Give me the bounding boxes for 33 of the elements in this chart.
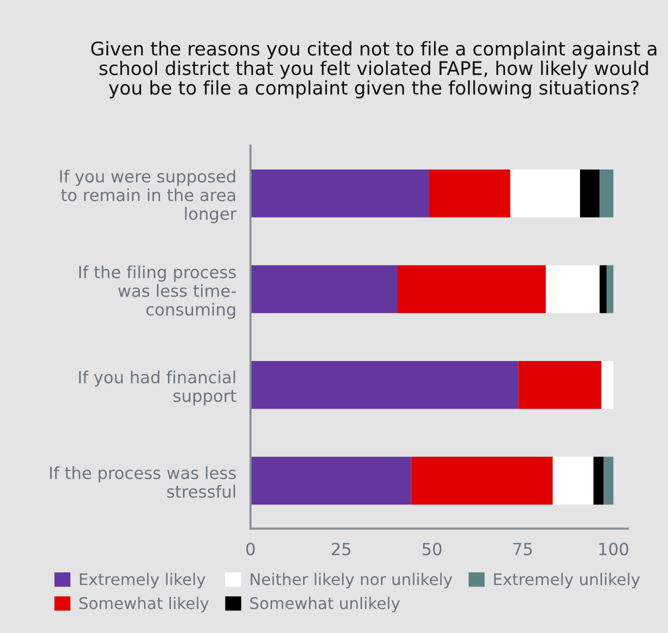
legend-label: Extremely unlikely [494,572,640,588]
y-tick-label: If the process was less stressful [50,466,236,498]
chart-title: Given the reasons you cited not to file a complaint against a school district that you felt violated FAPE, how likely would you be to file a complaint given the following situations? [91,41,656,98]
legend-label: Somewhat unlikely [250,596,400,612]
bar [510,170,580,218]
y-tick-label: If the filing process was less time- consuming [79,265,236,319]
legend-label: Extremely likely [80,572,206,588]
legend-label: Somewhat likely [79,596,209,612]
bar [518,361,602,409]
bar [411,456,553,505]
x-tick-label: 25 [332,542,350,556]
legend-label: Neither likely nor unlikely [250,572,452,588]
y-tick-label: If you were supposed to remain in the area longer [60,170,237,224]
bar [580,170,600,218]
bar [546,265,600,314]
bar [250,170,430,218]
bar [600,265,607,314]
bar [250,456,412,505]
bar [397,265,546,314]
bar [606,265,614,314]
bar [429,170,510,218]
bar [593,456,604,505]
bar [601,361,614,409]
x-tick-label: 75 [513,542,532,556]
bar [250,361,518,409]
x-tick-label: 50 [422,542,442,556]
bar [552,456,594,505]
y-tick-label: If you had financial support [79,370,236,406]
x-tick-label: 0 [246,542,255,556]
bar [600,170,614,218]
bar [604,456,614,505]
bar [250,265,398,314]
x-tick-label: 100 [599,542,628,556]
